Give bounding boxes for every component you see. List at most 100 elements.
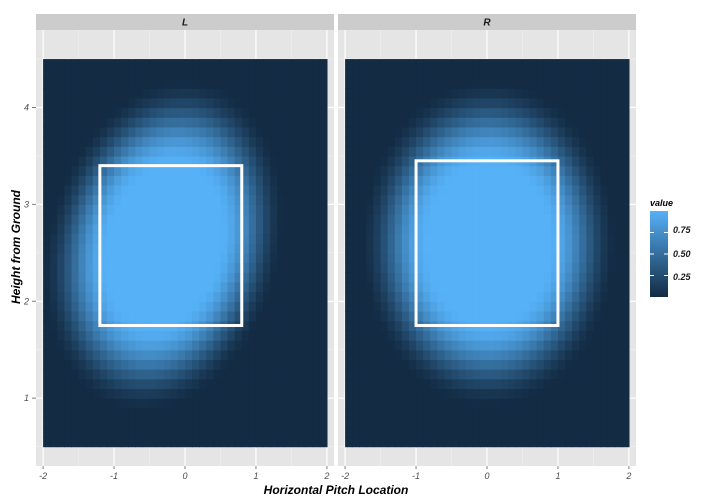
heatmap-tile	[536, 272, 545, 283]
heatmap-tile	[43, 359, 51, 370]
heatmap-tile	[312, 223, 321, 235]
heatmap-tile	[593, 417, 602, 428]
heatmap-tile	[345, 88, 353, 99]
heatmap-tile	[263, 330, 271, 341]
heatmap-tile	[85, 233, 94, 244]
heatmap-tile	[185, 88, 193, 99]
heatmap-tile	[298, 97, 307, 109]
heatmap-tile	[241, 78, 250, 89]
heatmap-tile	[255, 59, 264, 70]
heatmap-tile	[572, 204, 580, 215]
heatmap-tile	[106, 301, 115, 312]
heatmap-tile	[508, 262, 516, 273]
heatmap-tile	[43, 369, 51, 380]
heatmap-tile	[199, 272, 207, 283]
heatmap-tile	[177, 262, 186, 273]
x-tick-label-left-neg1: -1	[110, 471, 118, 481]
heatmap-tile	[319, 107, 328, 118]
heatmap-tile	[255, 252, 264, 264]
heatmap-tile	[444, 214, 453, 225]
heatmap-tile	[451, 359, 460, 370]
heatmap-tile	[465, 272, 474, 283]
heatmap-tile	[170, 378, 179, 390]
heatmap-tile	[114, 359, 122, 370]
heatmap-tile	[319, 262, 328, 273]
heatmap-tile	[291, 378, 300, 390]
heatmap-tile	[78, 78, 87, 89]
heatmap-tile	[114, 194, 122, 205]
heatmap-tile	[607, 68, 616, 80]
heatmap-tile	[291, 233, 300, 244]
heatmap-tile	[99, 97, 108, 109]
heatmap-tile	[522, 291, 531, 302]
heatmap-tile	[529, 272, 538, 283]
heatmap-tile	[121, 68, 129, 80]
heatmap-tile	[515, 359, 524, 370]
heatmap-tile	[465, 59, 474, 70]
heatmap-tile	[550, 117, 559, 128]
heatmap-tile	[423, 436, 431, 448]
heatmap-tile	[185, 68, 193, 80]
heatmap-tile	[227, 262, 236, 273]
heatmap-tile	[515, 233, 524, 244]
heatmap-tile	[501, 68, 509, 80]
heatmap-tile	[472, 59, 481, 70]
heatmap-tile	[508, 388, 516, 399]
heatmap-tile	[99, 175, 108, 186]
heatmap-tile	[522, 243, 531, 254]
heatmap-tile	[444, 291, 453, 302]
heatmap-tile	[192, 262, 200, 273]
heatmap-tile	[579, 194, 587, 205]
heatmap-tile	[387, 398, 396, 409]
heatmap-tile	[352, 359, 360, 370]
heatmap-tile	[522, 349, 531, 361]
heatmap-tile	[199, 185, 207, 196]
heatmap-tile	[291, 320, 300, 331]
heatmap-tile	[255, 301, 264, 312]
heatmap-tile	[50, 369, 58, 380]
heatmap-tile	[149, 88, 158, 99]
heatmap-tile	[416, 407, 424, 419]
heatmap-tile	[387, 436, 396, 448]
heatmap-tile	[64, 175, 73, 186]
heatmap-tile	[479, 146, 488, 157]
heatmap-tile	[515, 194, 524, 205]
heatmap-tile	[177, 398, 186, 409]
heatmap-tile	[572, 68, 580, 80]
heatmap-tile	[298, 349, 307, 361]
heatmap-tile	[444, 330, 453, 341]
heatmap-tile	[156, 349, 165, 361]
heatmap-tile	[78, 417, 87, 428]
heatmap-tile	[430, 359, 438, 370]
heatmap-tile	[142, 378, 151, 390]
heatmap-tile	[121, 330, 129, 341]
heatmap-tile	[430, 233, 438, 244]
heatmap-tile	[305, 194, 314, 205]
heatmap-tile	[543, 291, 552, 302]
heatmap-tile	[458, 88, 467, 99]
heatmap-tile	[465, 165, 474, 176]
heatmap-tile	[43, 194, 51, 205]
heatmap-tile	[565, 165, 573, 176]
heatmap-tile	[444, 126, 453, 138]
heatmap-tile	[319, 359, 328, 370]
heatmap-tile	[621, 388, 630, 399]
heatmap-tile	[394, 427, 403, 438]
heatmap-tile	[565, 272, 573, 283]
heatmap-tile	[515, 97, 524, 109]
heatmap-tile	[192, 59, 200, 70]
heatmap-tile	[291, 340, 300, 351]
heatmap-tile	[43, 272, 51, 283]
heatmap-tile	[401, 88, 410, 99]
heatmap-tile	[359, 398, 367, 409]
heatmap-tile	[557, 126, 566, 138]
heatmap-tile	[43, 320, 51, 331]
heatmap-tile	[408, 407, 417, 419]
heatmap-tile	[255, 214, 264, 225]
heatmap-tile	[185, 388, 193, 399]
heatmap-tile	[177, 369, 186, 380]
heatmap-tile	[156, 310, 165, 322]
heatmap-tile	[50, 194, 58, 205]
heatmap-tile	[305, 281, 314, 293]
heatmap-tile	[458, 59, 467, 70]
